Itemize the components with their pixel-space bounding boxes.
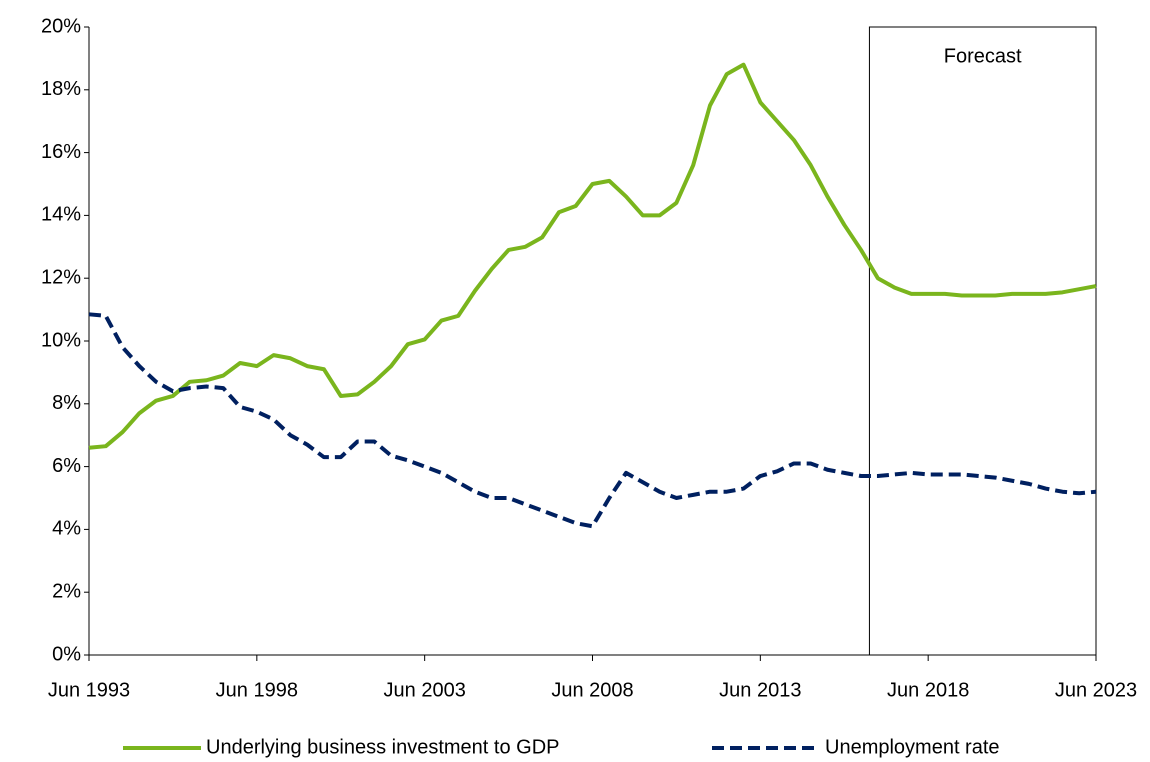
forecast-box	[868, 26, 1097, 655]
y-tick-label: 4%	[52, 518, 81, 540]
y-tick-label: 16%	[41, 141, 81, 163]
legend-label: Unemployment rate	[825, 736, 1000, 758]
series-line	[88, 312, 1097, 529]
x-tick-label: Jun 2023	[1055, 679, 1137, 701]
x-tick-label: Jun 2008	[551, 679, 633, 701]
y-tick-label: 6%	[52, 455, 81, 477]
x-tick-label: Jun 2003	[384, 679, 466, 701]
annotation: Forecast	[944, 45, 1022, 67]
legend-label: Underlying business investment to GDP	[206, 736, 560, 758]
y-tick-label: 10%	[41, 329, 81, 351]
series-line	[88, 62, 1097, 450]
y-tick-label: 8%	[52, 392, 81, 414]
y-tick-label: 18%	[41, 78, 81, 100]
y-tick-label: 0%	[52, 643, 81, 665]
y-tick-label: 2%	[52, 580, 81, 602]
y-tick-label: 14%	[41, 204, 81, 226]
x-tick-label: Jun 2018	[887, 679, 969, 701]
y-tick-label: 12%	[41, 266, 81, 288]
x-tick-label: Jun 1998	[216, 679, 298, 701]
y-tick-label: 20%	[41, 15, 81, 37]
x-tick-label: Jun 2013	[719, 679, 801, 701]
x-tick-label: Jun 1993	[48, 679, 130, 701]
